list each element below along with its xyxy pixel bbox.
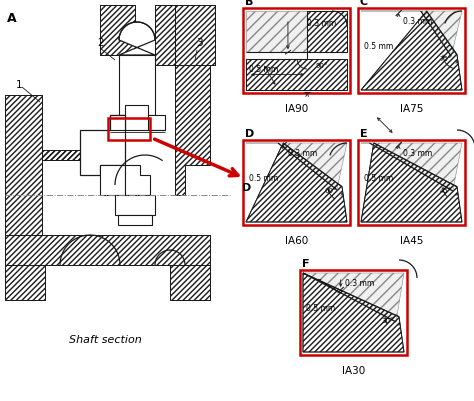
Text: IA60: IA60 [285,236,308,246]
Text: 0.3 mm: 0.3 mm [307,20,337,28]
Text: 60°: 60° [325,188,337,194]
Polygon shape [125,165,150,195]
Polygon shape [5,235,210,265]
Text: IA90: IA90 [285,104,308,114]
Text: IA30: IA30 [342,366,365,376]
Bar [108,118,150,140]
Polygon shape [100,165,125,195]
Polygon shape [118,215,152,225]
Polygon shape [5,95,80,235]
Text: Shaft section: Shaft section [69,335,141,345]
Polygon shape [175,5,215,65]
Polygon shape [80,115,125,175]
Polygon shape [42,150,80,160]
Bar [243,8,350,93]
Text: A: A [7,12,17,25]
Text: 0.5 mm: 0.5 mm [364,174,393,183]
Text: 1: 1 [16,80,23,90]
Polygon shape [148,115,165,130]
Text: 45°: 45° [440,188,452,194]
Polygon shape [307,11,347,52]
Polygon shape [361,143,462,191]
Bar [358,8,465,93]
Text: 75°: 75° [440,56,452,62]
Text: D: D [245,129,254,139]
Polygon shape [175,65,210,195]
Text: E: E [360,129,368,139]
Text: 0.3 mm: 0.3 mm [345,279,374,288]
Text: 0.5 mm: 0.5 mm [364,42,393,51]
Text: IA45: IA45 [400,236,423,246]
Text: 0.5 mm: 0.5 mm [306,304,335,313]
Polygon shape [119,55,155,115]
Text: 0.5 mm: 0.5 mm [249,65,278,74]
Text: 3: 3 [196,38,202,48]
Polygon shape [170,265,210,300]
Polygon shape [119,22,155,55]
Text: 30°: 30° [382,318,394,324]
Text: 90°: 90° [315,63,328,69]
Polygon shape [100,5,135,55]
Polygon shape [303,273,404,352]
Text: 0.3 mm: 0.3 mm [403,18,432,26]
Text: IA75: IA75 [400,104,423,114]
Polygon shape [155,5,175,65]
Text: 0.3 mm: 0.3 mm [288,150,317,158]
Polygon shape [110,115,125,130]
Text: 2: 2 [97,38,104,48]
Text: D: D [242,183,251,193]
Text: C: C [360,0,368,7]
Bar [243,140,350,225]
Polygon shape [246,11,307,52]
Text: B: B [245,0,254,7]
Polygon shape [303,273,404,322]
Text: 0.5 mm: 0.5 mm [249,174,278,183]
Polygon shape [361,11,462,90]
Text: 0.3 mm: 0.3 mm [403,150,432,158]
Polygon shape [361,11,462,56]
Polygon shape [246,59,347,90]
Polygon shape [246,143,347,190]
Polygon shape [5,265,45,300]
Polygon shape [246,143,347,222]
Polygon shape [361,143,462,222]
Polygon shape [115,195,155,215]
Text: F: F [302,259,310,269]
Bar [358,140,465,225]
Bar [300,270,407,355]
